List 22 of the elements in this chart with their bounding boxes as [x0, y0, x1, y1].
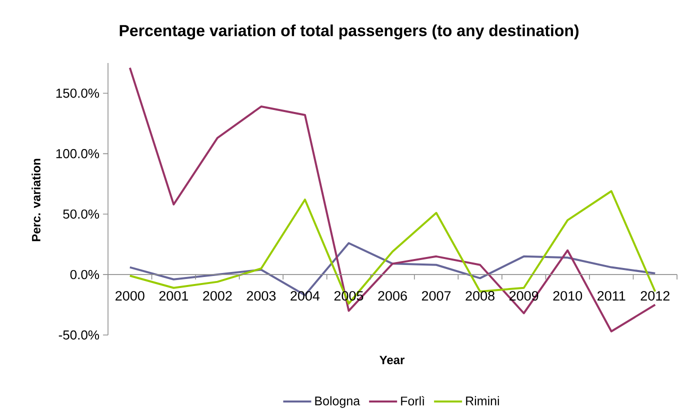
x-tick-label: 2011: [598, 291, 626, 301]
x-tick-label: 2007: [422, 291, 451, 301]
x-tick-label: 2010: [553, 291, 582, 301]
x-tick-label: 2004: [290, 291, 320, 301]
y-tick-label: 150.0%: [56, 88, 100, 98]
x-axis-title: Year: [380, 356, 404, 364]
x-tick-label: 2003: [246, 291, 276, 301]
x-tick-label: 2012: [640, 291, 670, 301]
y-tick-label: 100.0%: [56, 149, 100, 158]
y-tick-label: -50.0%: [58, 330, 100, 340]
legend-label: Forlì: [401, 396, 424, 406]
x-tick-label: 2008: [466, 291, 494, 301]
legend-label: Bologna: [315, 396, 360, 408]
legend-label: Rimini: [466, 396, 499, 406]
chart-title: Percentage variation of total passengers (to any destination): [120, 24, 578, 40]
y-tick-label: 50.0%: [63, 210, 100, 219]
x-tick-label: 2001: [159, 291, 188, 301]
y-axis-title: Perc. variation: [32, 158, 40, 242]
y-tick-label: 0.0%: [70, 270, 100, 280]
x-tick-label: 2006: [378, 291, 407, 301]
x-tick-label: 2000: [116, 291, 144, 301]
x-tick-label: 2002: [203, 291, 232, 301]
